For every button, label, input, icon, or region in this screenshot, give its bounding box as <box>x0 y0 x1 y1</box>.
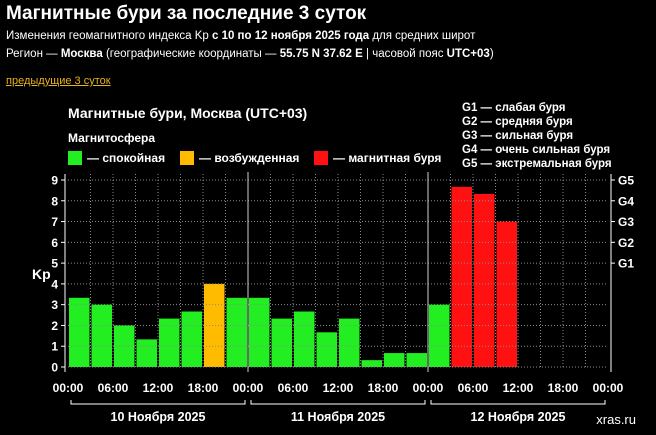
kp-bar <box>159 318 180 367</box>
kp-bar <box>294 311 315 367</box>
kp-bar <box>406 353 427 367</box>
region-text-3: | часовой пояс <box>362 48 447 60</box>
x-tick-label: 06:00 <box>458 381 489 395</box>
y-tick-label: 1 <box>51 340 58 354</box>
g-tick-label: G3 <box>618 215 634 229</box>
kp-bar <box>474 193 495 367</box>
g-scale-legend-item: G2 — средняя буря <box>462 116 573 128</box>
x-tick-label: 06:00 <box>98 381 129 395</box>
kp-bar <box>384 353 405 367</box>
kp-bar <box>136 339 157 367</box>
period-text-2: для средних широт <box>369 30 476 42</box>
kp-bar <box>181 311 202 367</box>
day-label: 12 Ноября 2025 <box>471 410 566 424</box>
x-tick-label: 00:00 <box>593 381 624 395</box>
x-tick-label: 00:00 <box>53 381 84 395</box>
page-title: Магнитные бури за последние 3 суток <box>6 3 367 24</box>
y-tick-label: 4 <box>51 277 58 291</box>
x-tick-label: 18:00 <box>548 381 579 395</box>
x-tick-label: 06:00 <box>278 381 309 395</box>
kp-bar <box>339 318 360 367</box>
legend-swatch <box>180 151 194 165</box>
legend-title: Магнитосфера <box>68 131 155 145</box>
g-scale-legend-item: G3 — сильная буря <box>462 130 573 142</box>
g-tick-label: G1 <box>618 257 634 271</box>
day-bracket <box>430 400 606 405</box>
chart-title: Магнитные бури, Москва (UTC+03) <box>68 105 307 121</box>
region-city: Москва <box>60 48 103 60</box>
legend-label: — возбужденная <box>199 151 299 165</box>
kp-bar <box>316 332 337 367</box>
period-description: Изменения геомагнитного индекса Kp с 10 … <box>6 30 475 42</box>
kp-bar <box>91 304 112 367</box>
region-text-1: Регион — <box>6 48 61 60</box>
legend-label: — спокойная <box>87 151 165 165</box>
watermark: xras.ru <box>596 412 636 427</box>
kp-bar <box>361 360 382 367</box>
x-tick-label: 12:00 <box>323 381 354 395</box>
kp-bar <box>69 297 90 367</box>
g-scale-legend-item: G4 — очень сильная буря <box>462 144 610 156</box>
kp-bar <box>429 304 450 367</box>
y-tick-label: 8 <box>51 194 58 208</box>
y-tick-label: 0 <box>51 361 58 375</box>
g-tick-label: G5 <box>618 174 634 188</box>
y-tick-label: 9 <box>51 174 58 188</box>
kp-bar <box>496 221 517 367</box>
x-tick-label: 00:00 <box>413 381 444 395</box>
kp-bar <box>114 325 135 367</box>
y-tick-label: 7 <box>51 215 58 229</box>
legend-swatch <box>314 151 328 165</box>
period-text-1: Изменения геомагнитного индекса Kp <box>6 30 212 42</box>
g-scale-legend-item: G1 — слабая буря <box>462 102 566 114</box>
legend-label: — магнитная буря <box>333 151 441 165</box>
day-bracket <box>250 400 426 405</box>
day-bracket <box>70 400 246 405</box>
x-tick-label: 18:00 <box>368 381 399 395</box>
y-tick-label: 2 <box>51 319 58 333</box>
region-text-2: (географические координаты — <box>102 48 280 60</box>
region-coordinates: 55.75 N 37.62 E <box>279 48 363 60</box>
y-tick-label: 5 <box>51 257 58 271</box>
x-tick-label: 12:00 <box>503 381 534 395</box>
previous-3-days-link[interactable]: предыдущие 3 суток <box>6 75 111 87</box>
x-tick-label: 00:00 <box>233 381 264 395</box>
y-tick-label: 6 <box>51 236 58 250</box>
legend-swatch <box>68 151 82 165</box>
x-tick-label: 12:00 <box>143 381 174 395</box>
day-label: 10 Ноября 2025 <box>111 410 206 424</box>
region-text-4: ) <box>489 48 494 60</box>
period-dates: с 10 по 12 ноября 2025 года <box>211 30 370 42</box>
y-axis-label: Kp <box>32 266 51 282</box>
kp-bar <box>451 186 472 367</box>
kp-bar <box>249 297 270 367</box>
g-scale-legend-item: G5 — экстремальная буря <box>462 158 612 170</box>
region-description: Регион — Москва (географические координа… <box>6 48 494 60</box>
y-tick-label: 3 <box>51 298 58 312</box>
x-tick-label: 18:00 <box>188 381 219 395</box>
kp-bar <box>271 318 292 367</box>
g-tick-label: G4 <box>618 194 634 208</box>
day-label: 11 Ноября 2025 <box>291 410 385 424</box>
g-tick-label: G2 <box>618 236 634 250</box>
region-timezone: UTC+03 <box>446 48 490 60</box>
kp-bar <box>226 297 247 367</box>
